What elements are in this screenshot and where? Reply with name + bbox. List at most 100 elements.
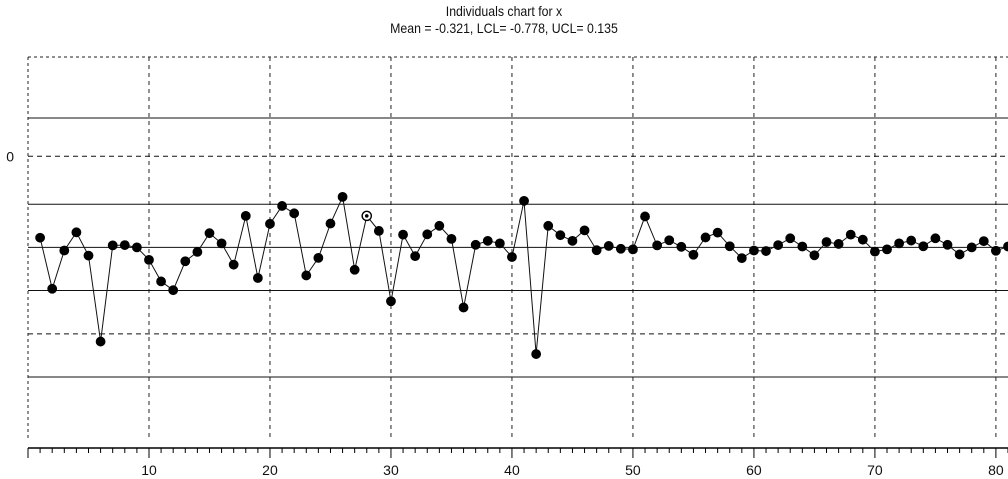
data-point [857, 234, 868, 245]
data-point [144, 254, 154, 265]
data-point [531, 349, 542, 359]
data-point [736, 253, 747, 264]
data-point [192, 247, 203, 257]
grid [148, 57, 997, 440]
data-point [398, 229, 408, 240]
data-point [882, 244, 892, 255]
data-point [821, 237, 832, 247]
x-axis: 10 20 30 40 50 60 70 80 [27, 448, 1008, 478]
data-point [95, 336, 106, 347]
data-point [712, 227, 723, 238]
data-point [785, 233, 796, 244]
data-point [543, 220, 554, 231]
data-point [773, 240, 784, 250]
data-point [628, 244, 638, 255]
data-point [664, 235, 675, 246]
data-points [35, 191, 1008, 359]
data-point [119, 240, 130, 250]
series-x [39, 195, 1008, 355]
data-point [349, 264, 360, 275]
data-point [313, 252, 324, 263]
data-point [1003, 241, 1008, 252]
data-point [688, 249, 699, 260]
data-point [458, 302, 469, 313]
data-point [204, 228, 215, 239]
data-point [265, 218, 275, 229]
chart-subtitle: Mean = -0.321, LCL= -0.778, UCL= 0.135 [390, 20, 618, 36]
data-point [652, 240, 663, 251]
data-point [446, 233, 457, 244]
data-point [966, 242, 977, 253]
data-point [35, 232, 45, 243]
x-tick-label: 70 [867, 462, 883, 478]
data-point [567, 235, 578, 246]
data-point [325, 218, 336, 229]
data-point [301, 270, 312, 281]
data-point [906, 235, 917, 246]
data-point [277, 201, 287, 211]
control-lines [28, 117, 1008, 378]
data-point [603, 241, 614, 251]
data-point [615, 243, 626, 254]
plot-frame [27, 56, 1008, 449]
data-point [749, 245, 759, 256]
x-tick-label: 40 [504, 462, 520, 478]
data-point [47, 283, 58, 294]
x-tick-label: 30 [383, 462, 399, 478]
data-point [228, 259, 239, 270]
data-point [833, 239, 844, 249]
data-point [555, 230, 566, 241]
data-point [930, 233, 941, 244]
data-point [700, 232, 711, 243]
data-point [991, 245, 1001, 256]
data-point [579, 225, 590, 236]
data-point [373, 226, 384, 236]
data-point [870, 246, 880, 257]
data-point [470, 239, 481, 250]
data-point [845, 229, 856, 240]
data-point [180, 256, 191, 267]
y-tick-label: 0 [6, 148, 14, 164]
x-tick-label: 50 [625, 462, 641, 478]
data-point [482, 235, 493, 246]
data-point [59, 245, 70, 256]
x-tick-label: 80 [988, 462, 1004, 478]
data-point [410, 251, 421, 262]
data-point [640, 211, 650, 222]
data-point [386, 296, 396, 307]
data-point [724, 241, 735, 252]
data-point [761, 246, 771, 256]
x-tick-label: 20 [262, 462, 278, 478]
data-point [507, 252, 517, 262]
data-point [337, 191, 348, 202]
data-point [83, 250, 94, 261]
data-point [494, 238, 505, 249]
data-point [168, 285, 179, 296]
data-point [240, 210, 251, 221]
data-point [156, 276, 166, 287]
data-point [434, 220, 445, 231]
data-point [797, 241, 808, 252]
series-line [39, 195, 1008, 355]
data-point [107, 240, 118, 251]
chart-title: Individuals chart for x [445, 3, 563, 19]
x-tick-label: 10 [141, 462, 157, 478]
data-point [71, 227, 82, 238]
data-point [591, 245, 602, 256]
data-point [942, 239, 953, 250]
y-axis: 0 [6, 148, 14, 164]
data-point [954, 249, 965, 260]
data-point [978, 236, 989, 247]
data-point [252, 273, 263, 283]
data-point [676, 241, 687, 252]
data-point [289, 208, 300, 219]
data-point [216, 238, 227, 249]
data-point [918, 241, 929, 252]
data-point [809, 250, 820, 261]
data-point [519, 195, 529, 206]
data-point [422, 229, 433, 240]
x-tick-label: 60 [746, 462, 762, 478]
data-point [894, 238, 905, 249]
data-point [131, 242, 142, 253]
